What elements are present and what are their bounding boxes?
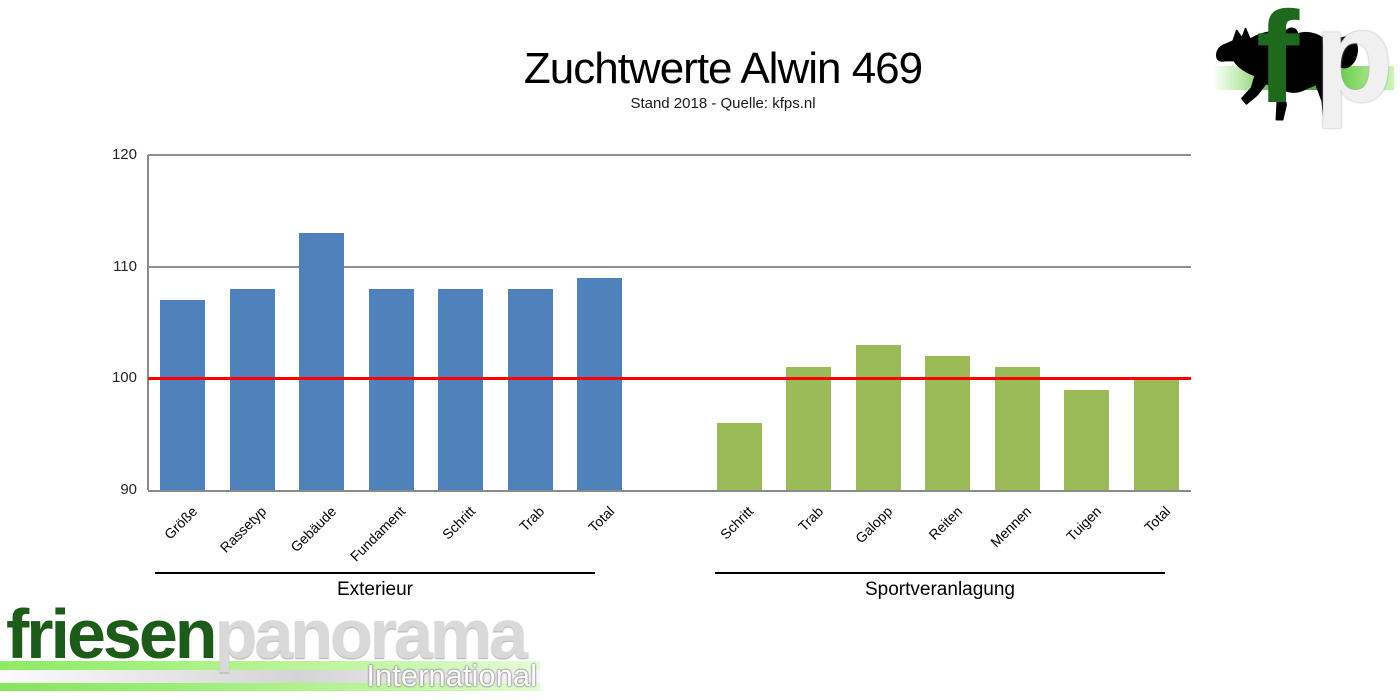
logo-text-international: International: [366, 658, 537, 693]
bar-exterieur-trab: [507, 289, 553, 490]
friesenpanorama-logo: friesenpanorama International: [0, 598, 545, 700]
bar-sportveranlagung-schritt: [716, 423, 762, 490]
group-label-sportveranlagung: Sportveranlagung: [865, 579, 1015, 600]
bar-sportveranlagung-trab: [786, 367, 832, 490]
gridline-110: [148, 265, 1191, 268]
bar-exterieur-schritt: [438, 289, 484, 490]
gridline-120: [148, 154, 1191, 156]
bar-exterieur-gr-e: [160, 300, 206, 490]
fp-logo: f p: [1212, 0, 1394, 132]
reference-line: [148, 377, 1191, 381]
page-title: Zuchtwerte Alwin 469: [523, 44, 923, 93]
chart-plot: [147, 154, 1191, 492]
page-subtitle: Stand 2018 - Quelle: kfps.nl: [630, 95, 816, 112]
logo-stripe-green-top: [0, 661, 540, 670]
bar-exterieur-fundament: [368, 289, 414, 490]
logo-text-friesen: friesen: [6, 595, 218, 673]
bar-sportveranlagung-tuigen: [1064, 389, 1110, 490]
y-axis-label-90: 90: [120, 481, 137, 498]
bar-sportveranlagung-total: [1133, 378, 1179, 490]
fp-letter-p: p: [1314, 0, 1394, 129]
logo-stripe-gray: [0, 670, 540, 683]
y-axis-label-120: 120: [111, 146, 137, 163]
x-axis-line: [148, 490, 1191, 492]
horse-icon: [1215, 27, 1358, 121]
bar-sportveranlagung-galopp: [855, 344, 901, 490]
fp-letter-f: f: [1256, 0, 1300, 130]
y-axis-line: [147, 155, 149, 490]
bar-exterieur-geb-ude: [299, 233, 345, 490]
bar-exterieur-total: [577, 277, 623, 490]
y-axis-label-110: 110: [113, 257, 137, 275]
bar-exterieur-rassetyp: [229, 289, 275, 490]
group-label-exterieur: Exterieur: [336, 579, 414, 600]
bar-sportveranlagung-reiten: [925, 356, 971, 490]
group-underline-exterieur: [155, 572, 595, 574]
bar-sportveranlagung-mennen: [994, 367, 1040, 490]
logo-text-panorama: panorama: [214, 595, 529, 673]
logo-wordmark: friesenpanorama: [6, 599, 528, 669]
logo-stripe-green-bottom: [0, 683, 540, 691]
group-underline-sportveranlagung: [715, 572, 1165, 574]
y-axis-label-100: 100: [111, 369, 137, 387]
